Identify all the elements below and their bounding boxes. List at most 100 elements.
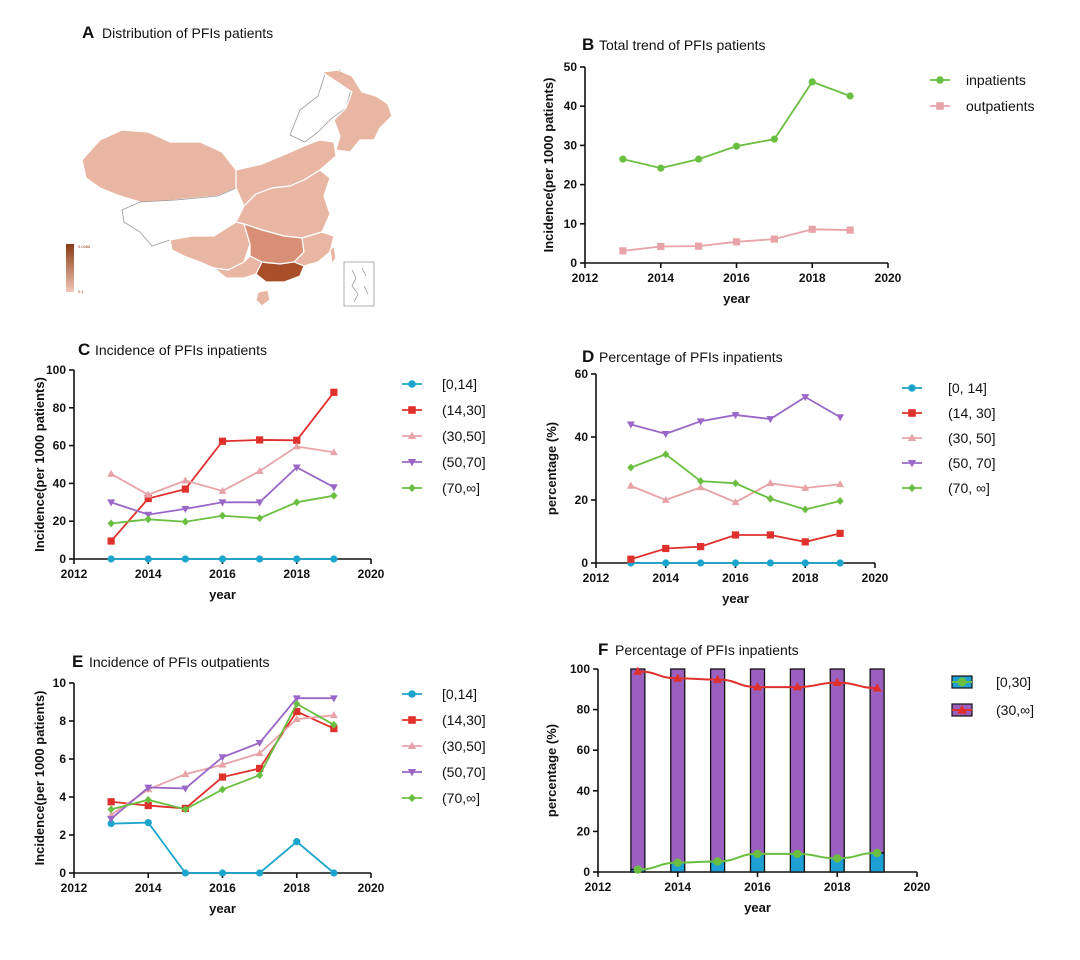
panel-c-x-tick-label: 2020 [358, 567, 385, 581]
panel-d-legend-marker [908, 384, 916, 392]
panel-b-series-point [732, 238, 741, 246]
panel-d-series-point [696, 483, 705, 491]
panel-b-legend-marker [936, 76, 944, 84]
panel-e-x-tick-label: 2012 [61, 881, 88, 895]
panel-e-series-point [144, 784, 153, 792]
panel-e-y-tick-label: 2 [59, 828, 66, 842]
panel-c-series-point [218, 486, 227, 494]
panel-e-series-point [256, 869, 264, 877]
panel-c-legend-marker [407, 458, 417, 467]
panel-f-y-tick-label: 100 [570, 662, 590, 676]
panel-c-series-point [107, 555, 115, 563]
panel-f-series-point [872, 848, 882, 858]
panel-f-x-tick-label: 2018 [824, 880, 851, 894]
panel-c-y-tick-label: 20 [53, 514, 67, 528]
panel-d-series-point [627, 555, 635, 563]
panel-f-bar-upper [749, 668, 766, 855]
panel-c-legend-label: (70,∞] [442, 480, 480, 496]
panel-c-series-point [181, 506, 190, 514]
panel-b-x-tick-label: 2020 [875, 271, 902, 285]
panel-d-legend-marker [908, 409, 916, 417]
panel-e-title: Incidence of PFIs outpatients [89, 654, 270, 670]
panel-d-legend-label: (70, ∞] [948, 480, 990, 496]
panel-f-x-tick-label: 2012 [585, 880, 612, 894]
panel-d-series-point [731, 531, 740, 539]
panel-c-series-point [218, 499, 227, 507]
panel-e-legend-marker [407, 768, 417, 777]
panel-d-x-tick-label: 2018 [792, 571, 819, 585]
panel-d-x-tick-label: 2014 [652, 571, 679, 585]
panel-b-x-tick-label: 2018 [799, 271, 826, 285]
panel-c-series-point [181, 476, 190, 484]
panel-c-series-point [256, 436, 264, 444]
map-region-west [81, 129, 237, 205]
map-region-southeast [293, 231, 335, 267]
panel-e-series-point [255, 739, 264, 747]
panel-c-x-tick-label: 2018 [283, 567, 310, 581]
panel-c-y-tick-label: 80 [53, 401, 67, 415]
panel-c-legend-marker [408, 406, 416, 414]
panel-d-series-point [697, 477, 705, 486]
panel-b-series-point [695, 155, 703, 163]
panel-c-y-tick-label: 0 [59, 552, 66, 566]
panel-c-series-point [144, 511, 153, 519]
panel-f-bar-upper [869, 668, 885, 854]
panel-b-y-tick-label: 50 [564, 60, 578, 74]
panel-f-legend-marker [957, 704, 967, 714]
panel-e-y-tick-label: 6 [59, 752, 66, 766]
panel-b-series-point [808, 225, 816, 233]
panel-d-series-point [836, 480, 845, 488]
panel-b-series-point [770, 235, 778, 243]
panel-f-y-tick-label: 60 [577, 743, 591, 757]
panel-d-letter: D [582, 347, 594, 366]
panel-b-series-point [695, 242, 703, 250]
panel-b-title: Total trend of PFIs patients [599, 37, 766, 53]
panel-f-y-tick-label: 80 [577, 703, 591, 717]
panel-d-y-tick-label: 40 [575, 430, 589, 444]
panel-e-legend-label: [0,14] [442, 686, 477, 702]
panel-f-series-point [633, 666, 643, 675]
panel-f-x-tick-label: 2014 [664, 880, 691, 894]
panel-c-x-tick-label: 2016 [209, 567, 236, 581]
panel-f-x-tick-label: 2020 [904, 880, 931, 894]
panel-c-series-point [218, 511, 227, 520]
panel-d-series-point [836, 559, 844, 567]
panel-c-series-point [144, 494, 152, 503]
panel-e-series-point [256, 764, 264, 773]
panel-d-series-point [836, 414, 845, 422]
panel-e-legend-label: (30,50] [442, 738, 486, 754]
panel-c-series-point [107, 469, 116, 477]
panel-d-series-point [766, 531, 774, 539]
panel-c-legend-marker [407, 431, 417, 440]
panel-c-legend-label: [0,14] [442, 376, 477, 392]
panel-f-bar-upper [789, 668, 806, 855]
panel-e-series-point [107, 798, 115, 806]
panel-e-series-point [218, 869, 227, 877]
panel-d-series-point [661, 495, 670, 503]
panel-d-legend-label: (30, 50] [948, 430, 995, 446]
panel-c-letter: C [78, 340, 90, 359]
panel-f-chart: F Percentage of PFIs inpatients 0 20 40 60 80 1… [544, 640, 1034, 915]
panel-d-legend-marker [908, 483, 916, 493]
panel-e-y-axis-label: Incidence(per 1000 patients) [32, 691, 47, 866]
panel-d-series-point [766, 479, 775, 487]
panel-c-series-point [107, 499, 116, 507]
panel-c-series-point [330, 491, 338, 500]
panel-b-y-tick-label: 0 [570, 256, 577, 270]
panel-c-series-point [330, 388, 338, 396]
panel-c-series-point [293, 555, 301, 563]
map-inset-box [343, 261, 375, 307]
map-scale-min-label: 0.1 [78, 289, 84, 294]
panel-f-series-point [673, 858, 682, 867]
panel-b-series-point [846, 92, 854, 100]
panel-c-legend-marker [408, 483, 416, 493]
panel-c-series-point [292, 442, 301, 450]
panel-e-series-point [107, 820, 115, 828]
panel-c-y-tick-label: 40 [53, 476, 67, 490]
map-inset-islands [351, 267, 369, 303]
panel-d-series-point [697, 559, 705, 567]
panel-a-map: A Distribution of PFIs patients [66, 23, 393, 307]
panel-e-series-point [107, 805, 115, 814]
panel-f-series-point [673, 673, 683, 682]
panel-c-series-point [181, 485, 189, 493]
